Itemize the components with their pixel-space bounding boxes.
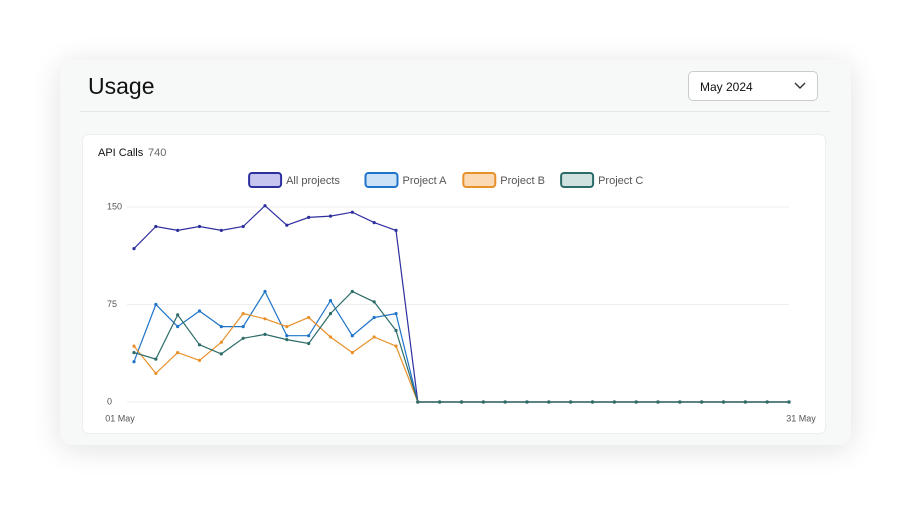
data-point <box>394 328 398 333</box>
data-point <box>394 344 398 348</box>
data-point <box>307 315 311 320</box>
data-point <box>219 352 223 356</box>
data-point <box>219 325 223 329</box>
legend-swatch <box>248 172 283 188</box>
data-point <box>197 224 202 229</box>
data-point <box>590 400 595 404</box>
data-point <box>634 400 638 404</box>
dropdown-value: May 2024 <box>700 80 753 94</box>
divider <box>80 111 830 112</box>
data-point <box>307 341 311 346</box>
data-point <box>765 400 769 404</box>
data-point <box>459 400 464 404</box>
data-point <box>350 210 354 214</box>
data-point <box>154 371 158 375</box>
data-point <box>721 400 726 404</box>
data-point <box>438 400 442 404</box>
data-point <box>285 223 289 227</box>
data-point <box>154 357 158 361</box>
data-point <box>328 335 333 339</box>
chevron-icon <box>794 82 806 89</box>
data-point <box>176 228 180 232</box>
legend-label: Project C <box>598 175 643 187</box>
data-point <box>307 334 311 338</box>
data-point <box>263 204 267 208</box>
data-point <box>241 336 245 340</box>
x-tick-label: 01 May <box>105 413 135 423</box>
legend-label: Project A <box>403 175 448 187</box>
data-point <box>176 325 180 329</box>
data-point <box>241 325 245 329</box>
data-point <box>372 315 376 320</box>
data-point <box>656 400 660 404</box>
data-point <box>328 312 333 316</box>
chart-card: API Calls 740 0 75 150 01 May 31 May All proj… <box>82 134 826 434</box>
chart-title: API Calls <box>98 147 144 159</box>
data-point <box>132 344 136 348</box>
data-point <box>350 351 354 355</box>
data-point <box>263 332 267 336</box>
data-point <box>350 289 354 294</box>
data-point <box>263 317 267 321</box>
data-point <box>176 351 180 355</box>
data-point <box>241 312 245 316</box>
data-point <box>328 299 333 303</box>
data-point <box>525 400 529 404</box>
data-point <box>394 228 398 232</box>
series-line <box>133 204 789 403</box>
data-point <box>612 400 616 404</box>
page-title: Usage <box>88 73 155 99</box>
data-point <box>219 228 223 232</box>
legend-swatch <box>364 172 399 188</box>
data-point <box>197 358 202 362</box>
data-point <box>743 400 747 404</box>
data-point <box>285 325 289 329</box>
data-point <box>678 400 682 404</box>
data-point <box>154 224 158 229</box>
month-dropdown[interactable]: May 2024 <box>688 71 818 101</box>
data-point <box>154 302 158 307</box>
usage-card: Usage May 2024 API Calls 740 0 75 150 01 Ma… <box>60 60 851 445</box>
data-point <box>372 335 376 339</box>
data-point <box>197 343 202 347</box>
data-point <box>481 400 485 404</box>
data-point <box>350 334 354 338</box>
data-point <box>132 351 136 355</box>
data-point <box>416 400 420 404</box>
data-point <box>132 360 136 364</box>
y-tick-label: 75 <box>107 299 117 309</box>
data-point <box>197 309 202 313</box>
data-point <box>372 300 376 304</box>
data-point <box>700 400 704 404</box>
data-point <box>328 214 333 218</box>
data-point <box>787 400 791 404</box>
data-point <box>372 221 376 225</box>
data-point <box>219 340 223 344</box>
data-point <box>241 224 245 229</box>
legend-swatch <box>462 172 497 188</box>
data-point <box>569 400 573 404</box>
series-line <box>133 290 789 403</box>
y-tick-label: 0 <box>107 396 112 406</box>
data-point <box>263 289 267 294</box>
x-tick-label: 31 May <box>786 413 816 423</box>
data-point <box>547 400 551 404</box>
legend-label: All projects <box>286 175 340 187</box>
data-point <box>503 400 507 404</box>
chart-total: 740 <box>148 147 167 159</box>
legend-label: Project B <box>500 175 545 187</box>
data-point <box>394 312 398 316</box>
data-point <box>285 338 289 342</box>
chart: 0 75 150 01 May 31 May All projects Project A P… <box>105 172 816 423</box>
y-tick-label: 150 <box>107 201 122 211</box>
legend-swatch <box>560 172 595 188</box>
data-point <box>176 313 180 317</box>
data-point <box>285 334 289 338</box>
data-point <box>132 247 136 251</box>
data-point <box>307 215 311 219</box>
